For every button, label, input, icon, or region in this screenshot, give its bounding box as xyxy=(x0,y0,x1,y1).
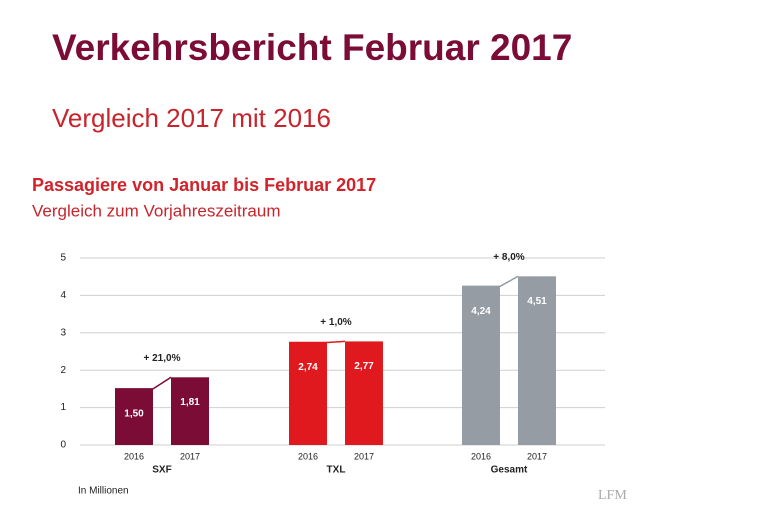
change-label: + 8,0% xyxy=(493,252,525,263)
group-label: Gesamt xyxy=(491,465,528,476)
value-label: 1,50 xyxy=(124,409,144,420)
y-tick-label: 3 xyxy=(60,327,66,338)
chart-subtitle: Vergleich zum Vorjahreszeitraum xyxy=(32,201,281,220)
unit-note: In Millionen xyxy=(78,486,129,497)
x-tick-label: 2017 xyxy=(354,451,374,461)
change-connector xyxy=(462,275,519,288)
change-label: + 1,0% xyxy=(320,317,352,328)
change-label: + 21,0% xyxy=(144,353,181,364)
bar xyxy=(171,377,209,445)
x-tick-label: 2016 xyxy=(471,451,491,461)
bar xyxy=(518,276,556,445)
bar xyxy=(289,342,327,445)
x-tick-label: 2016 xyxy=(298,451,318,461)
page-subtitle: Vergleich 2017 mit 2016 xyxy=(52,103,331,133)
bar xyxy=(345,341,383,445)
x-tick-label: 2017 xyxy=(527,451,547,461)
x-tick-label: 2016 xyxy=(124,451,144,461)
value-label: 2,74 xyxy=(298,362,318,373)
group-label: SXF xyxy=(152,465,171,476)
y-tick-label: 2 xyxy=(60,365,66,376)
bar xyxy=(115,388,153,445)
value-label: 4,51 xyxy=(527,296,547,307)
chart-title: Passagiere von Januar bis Februar 2017 xyxy=(32,175,376,195)
x-tick-label: 2017 xyxy=(180,451,200,461)
bar xyxy=(462,286,500,445)
page-title: Verkehrsbericht Februar 2017 xyxy=(52,27,572,68)
y-tick-label: 5 xyxy=(60,253,66,264)
value-label: 2,77 xyxy=(354,361,374,372)
y-tick-label: 4 xyxy=(60,290,66,301)
watermark: LFM xyxy=(598,488,627,503)
y-tick-label: 0 xyxy=(60,440,66,451)
change-connector xyxy=(115,376,172,390)
change-connector xyxy=(289,340,346,344)
value-label: 1,81 xyxy=(180,397,200,408)
y-tick-label: 1 xyxy=(60,402,66,413)
group-label: TXL xyxy=(327,465,346,476)
value-label: 4,24 xyxy=(471,306,491,317)
